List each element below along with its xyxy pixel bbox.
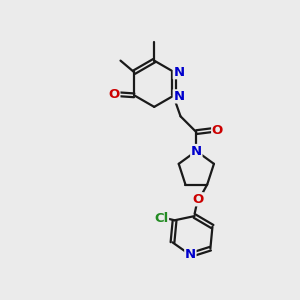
Text: Cl: Cl	[154, 212, 169, 225]
Text: O: O	[192, 193, 203, 206]
Text: N: N	[191, 145, 202, 158]
Text: N: N	[173, 90, 184, 103]
Text: N: N	[185, 248, 196, 262]
Text: O: O	[109, 88, 120, 101]
Text: O: O	[212, 124, 223, 136]
Text: N: N	[173, 66, 184, 79]
